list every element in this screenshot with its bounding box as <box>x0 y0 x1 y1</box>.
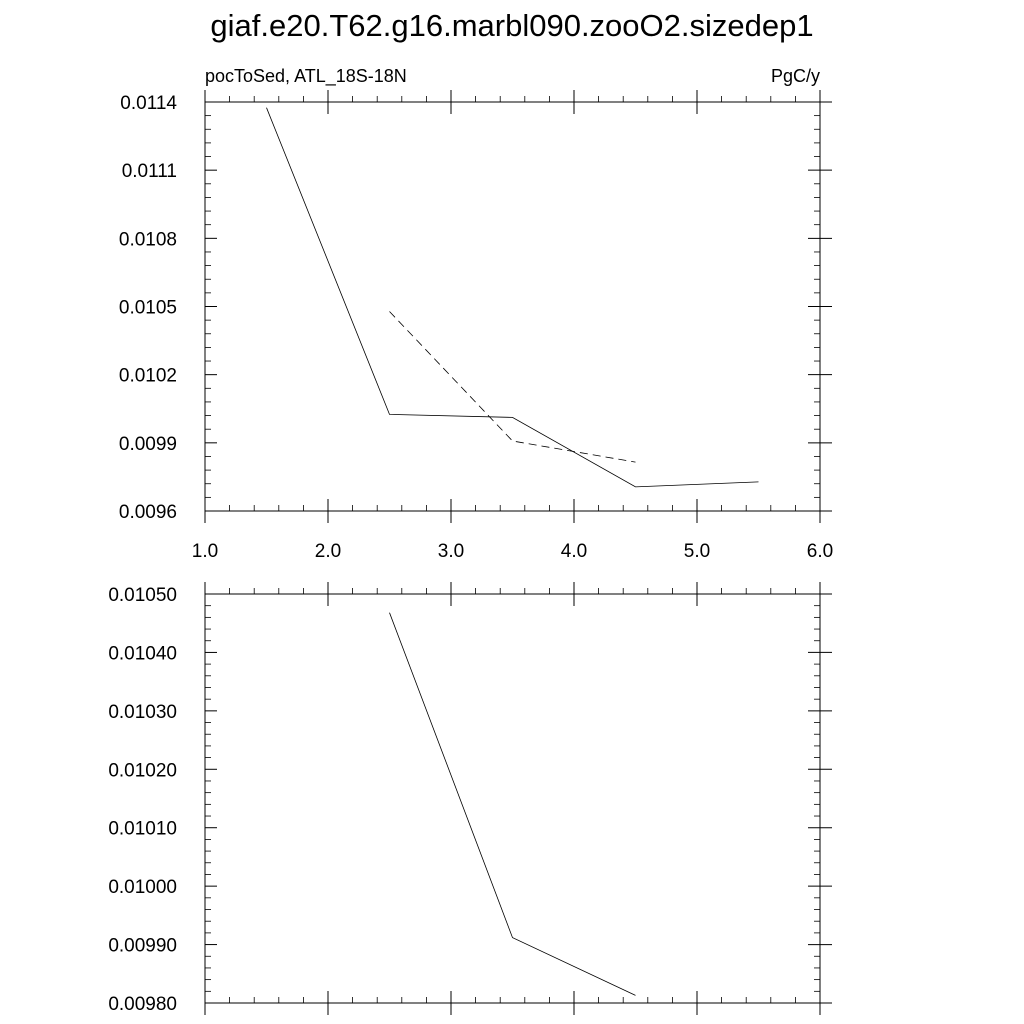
series-line-solid <box>266 107 759 488</box>
x-tick-label: 2.0 <box>315 541 341 562</box>
bottom-panel: 0.00980 0.00990 0.01000 0.01010 0.01020 0.010… <box>108 582 832 1015</box>
top-panel: 1.0 2.0 3.0 4.0 5.0 6.0 0.0096 0.0099 0.0102 0.01… <box>119 66 833 562</box>
plot-frame <box>204 101 821 512</box>
y-tick-label: 0.01030 <box>108 702 177 723</box>
y-tick-label: 0.0096 <box>119 502 177 523</box>
x-tick-label: 3.0 <box>438 541 464 562</box>
y-tick-label: 0.01000 <box>108 877 177 898</box>
y-tick-label: 0.01010 <box>108 819 177 840</box>
units-label: PgC/y <box>771 66 820 86</box>
y-tick-label: 0.00990 <box>108 936 177 957</box>
y-tick-label: 0.00980 <box>108 994 177 1015</box>
x-tick-label: 6.0 <box>807 541 833 562</box>
y-tick-label: 0.0099 <box>119 434 177 455</box>
y-tick-label: 0.01020 <box>108 760 177 781</box>
y-tick-label: 0.0102 <box>119 366 177 387</box>
y-tick-label: 0.0111 <box>122 161 177 182</box>
x-tick-label: 5.0 <box>684 541 710 562</box>
plot-frame <box>204 593 821 1004</box>
x-tick-label: 4.0 <box>561 541 587 562</box>
y-tick-label: 0.0114 <box>120 93 177 114</box>
y-tick-label: 0.01050 <box>108 585 177 606</box>
y-tick-label: 0.01040 <box>108 643 177 664</box>
variable-label: pocToSed, ATL_18S-18N <box>205 66 407 87</box>
series-line-solid <box>389 612 636 996</box>
y-tick-label: 0.0105 <box>119 298 177 319</box>
x-tick-label: 1.0 <box>192 541 218 562</box>
y-tick-label: 0.0108 <box>119 229 177 250</box>
figure-title: giaf.e20.T62.g16.marbl090.zooO2.sizedep1 <box>210 8 814 43</box>
series-line-dashed <box>389 311 636 463</box>
